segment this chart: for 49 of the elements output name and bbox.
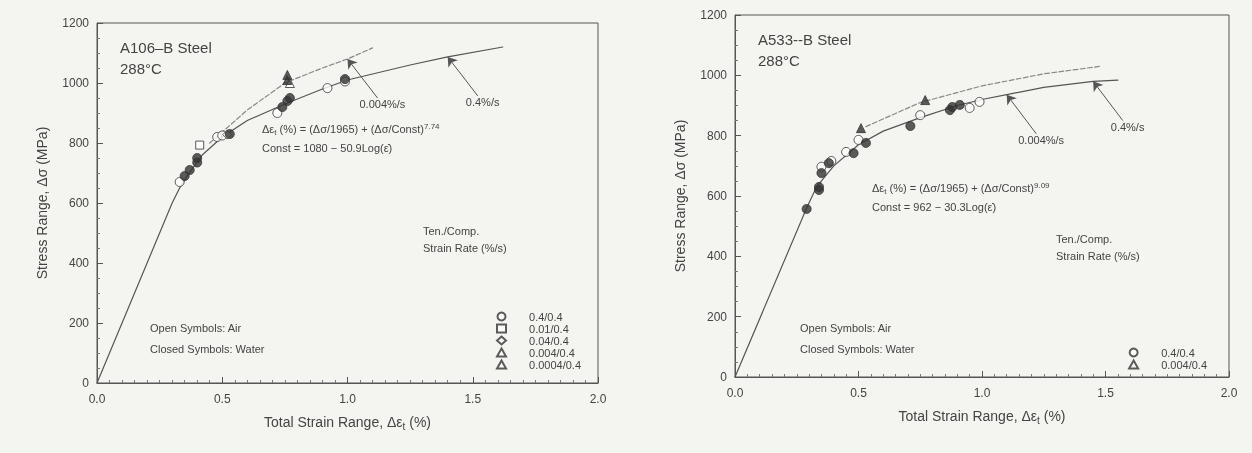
annotation: Const = 962 − 30.3Log(ε̇) [872, 200, 997, 213]
annotation: Closed Symbols: Water [800, 342, 915, 355]
y-tick-label: 800 [68, 136, 90, 150]
legend-label: 0.04/0.4 [529, 334, 569, 347]
annotation: Open Symbols: Air [800, 321, 892, 334]
annotation: 0.4%/s [1110, 120, 1145, 133]
legend-label: 0.004/0.4 [1161, 358, 1207, 371]
legend-title: Ten./Comp. Strain Rate (%/s) [423, 224, 507, 254]
y-axis-title: Stress Range, Δσ (MPa) [672, 119, 688, 273]
y-tick-label: 400 [68, 256, 90, 270]
y-tick-label: 200 [68, 316, 90, 330]
y-tick-label: 1000 [62, 76, 90, 90]
x-tick-label: 1.0 [339, 392, 357, 406]
annotation: Open Symbols: Air [150, 321, 242, 334]
y-tick-label: 1000 [700, 68, 728, 83]
x-tick-label: 1.0 [973, 386, 991, 400]
annotation: Closed Symbols: Water [150, 342, 265, 355]
annotation: 0.004%/s [359, 98, 406, 111]
y-tick-label: 600 [706, 189, 728, 203]
y-tick-label: 800 [706, 128, 728, 143]
x-tick-label: 2.0 [1220, 386, 1238, 400]
x-tick-label: 0.0 [88, 392, 106, 406]
y-tick-label: 1200 [700, 8, 728, 22]
x-tick-label: 1.5 [464, 392, 482, 406]
annotation: 0.004%/s [1018, 134, 1065, 147]
legend-label: 0.0004/0.4 [529, 358, 582, 371]
x-tick-label: 1.5 [1097, 386, 1115, 400]
x-tick-label: 0.5 [213, 392, 231, 406]
text: A106–B Steel [120, 39, 212, 56]
y-tick-label: 200 [706, 309, 728, 324]
legend-title: Ten./Comp. Strain Rate (%/s) [1056, 232, 1140, 262]
text: 288°C [758, 52, 801, 69]
legend-label: 0.01/0.4 [529, 322, 569, 335]
x-tick-label: 2.0 [589, 392, 607, 406]
text: 288°C [120, 60, 163, 77]
legend-label: 0.4/0.4 [529, 310, 563, 323]
y-tick-label: 1200 [62, 16, 90, 30]
annotation: 0.4%/s [465, 96, 500, 109]
x-tick-label: 0.0 [726, 386, 744, 400]
y-axis-title: Stress Range, Δσ (MPa) [34, 126, 50, 280]
y-tick-label: 0 [720, 370, 728, 384]
x-tick-label: 0.5 [850, 386, 868, 400]
text: A533--B Steel [758, 31, 852, 48]
y-tick-label: 400 [706, 249, 728, 264]
legend-label: 0.004/0.4 [529, 346, 575, 359]
y-tick-label: 0 [82, 376, 90, 390]
annotation: Const = 1080 − 50.9Log(ε̇) [262, 141, 393, 154]
y-tick-label: 600 [68, 196, 90, 210]
legend-label: 0.4/0.4 [1161, 346, 1195, 359]
